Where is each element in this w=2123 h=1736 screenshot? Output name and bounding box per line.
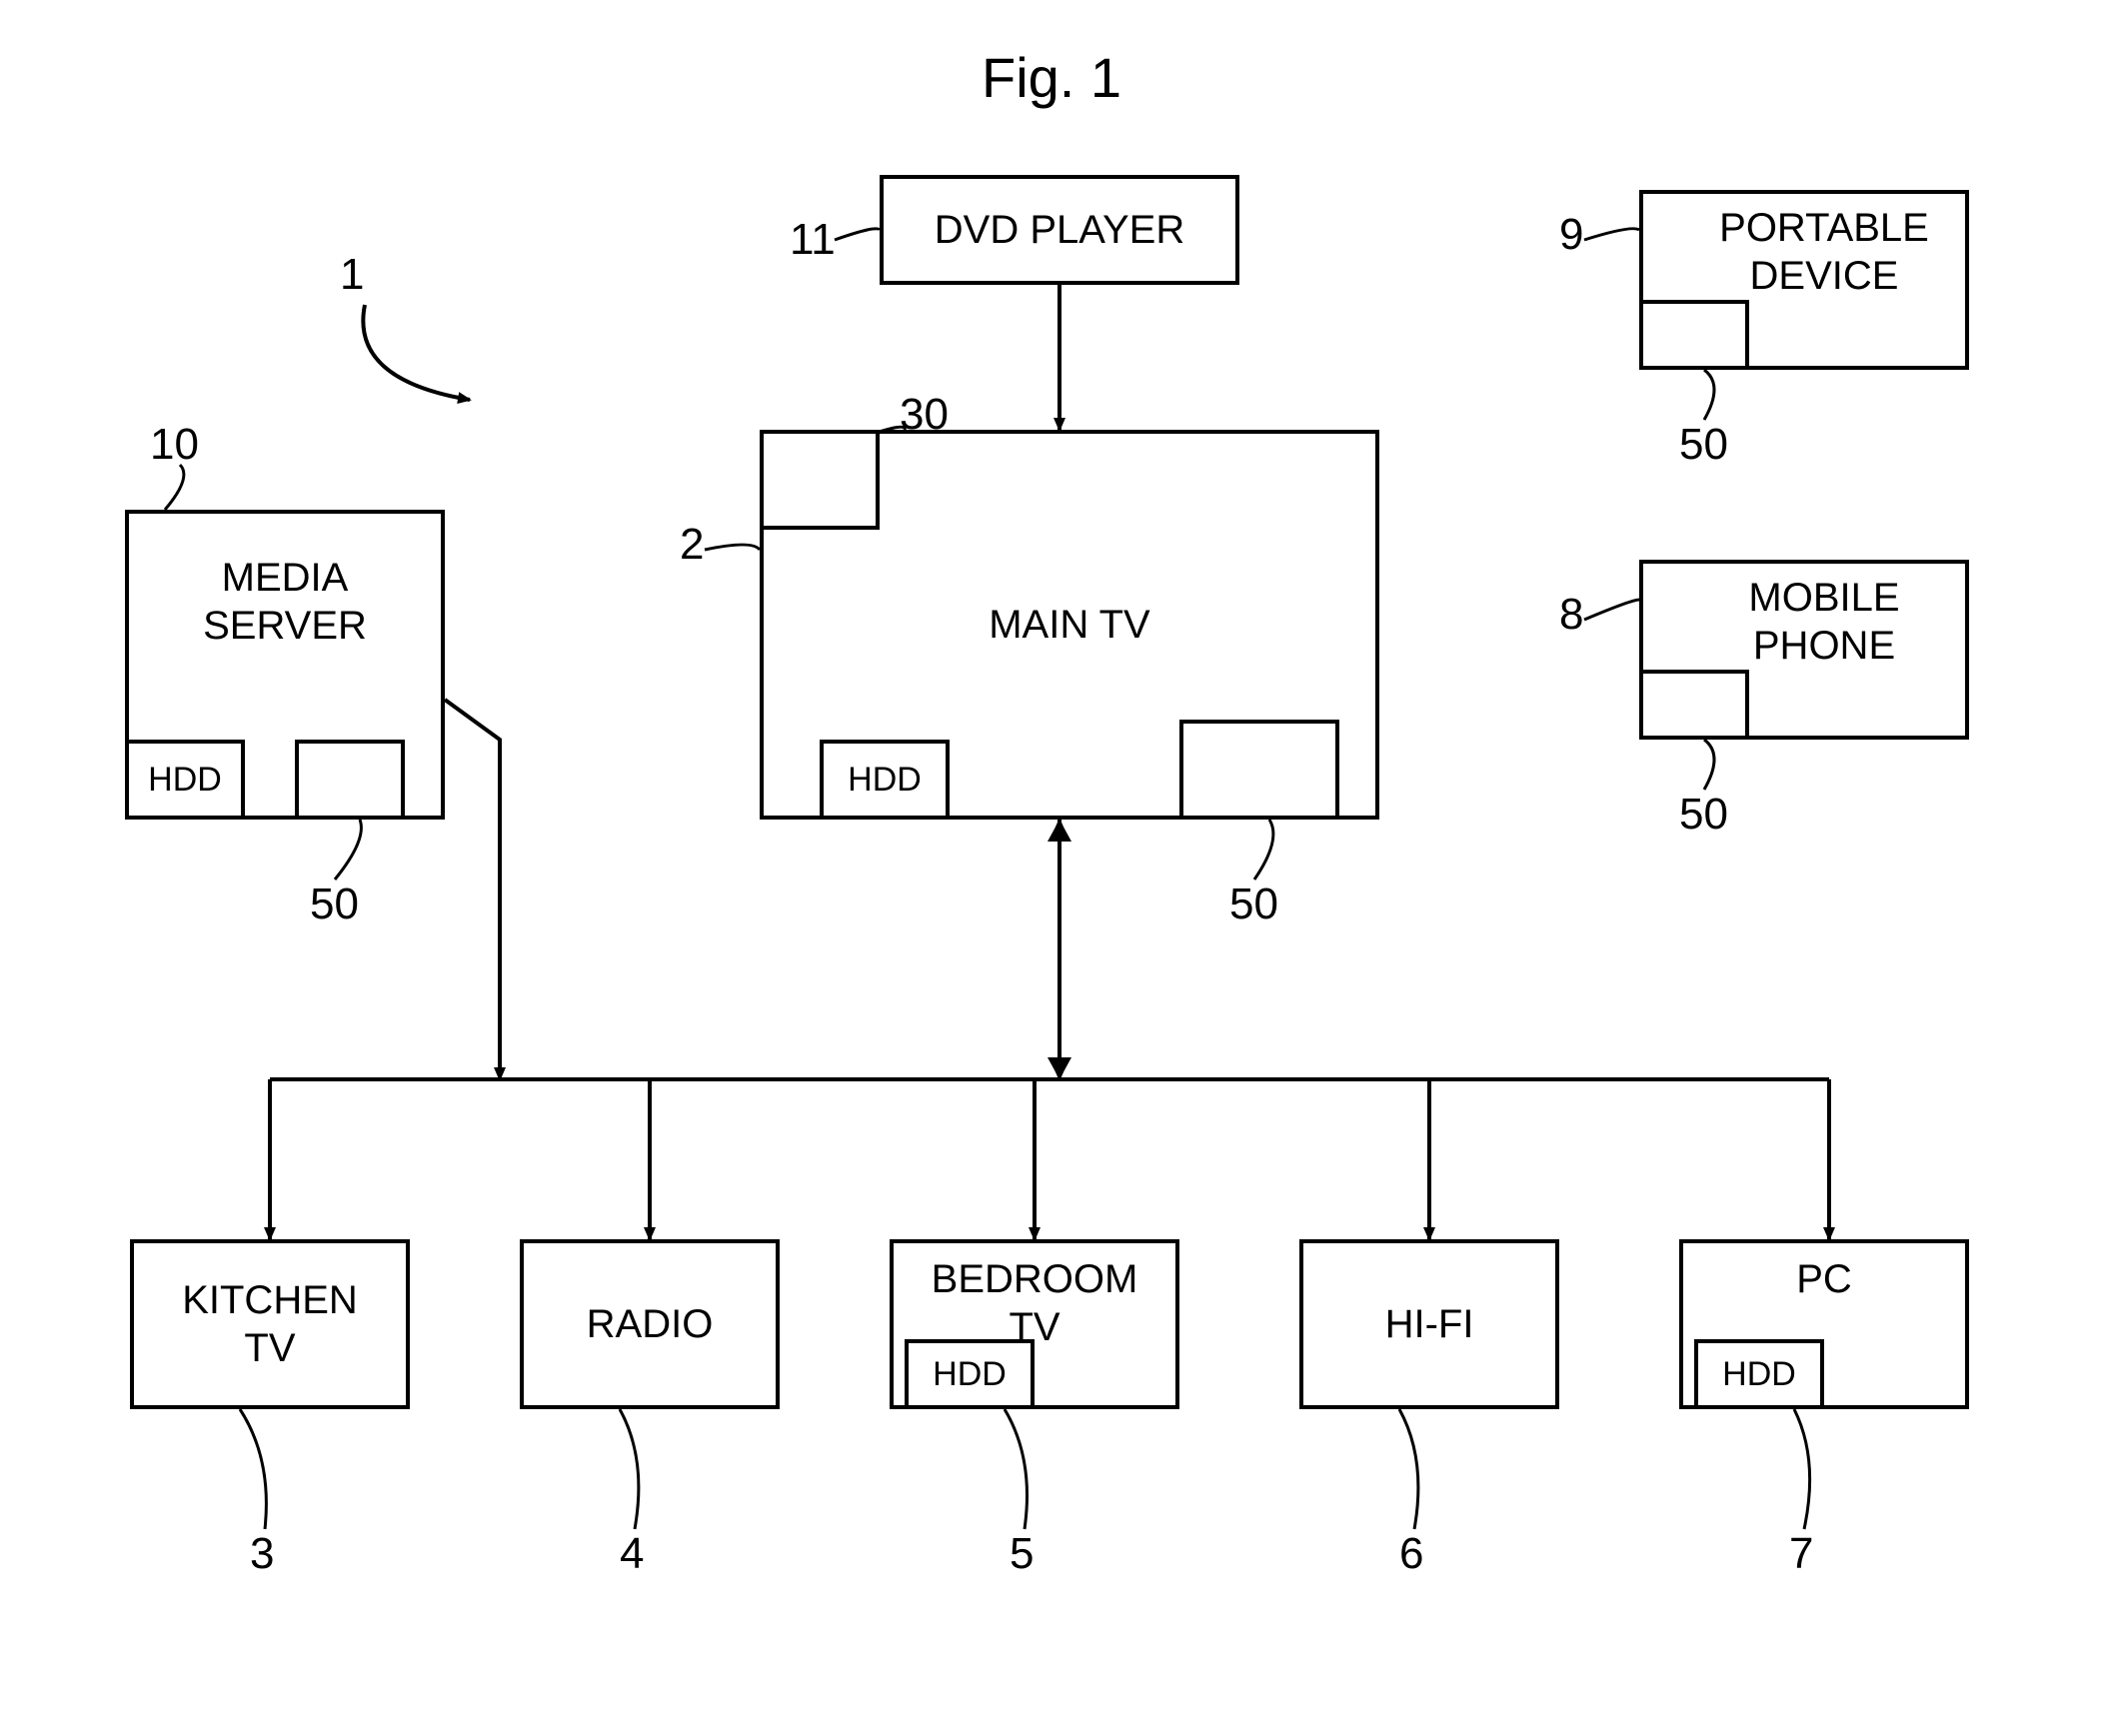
radio-box: RADIO — [520, 1239, 780, 1409]
pc-hdd: HDD — [1694, 1339, 1824, 1409]
mobile_phone-ref: 8 — [1559, 590, 1583, 640]
bedroom_tv-label: BEDROOM TV — [932, 1255, 1138, 1351]
main_tv-antenna-ref: 30 — [900, 390, 949, 440]
bedroom_tv-hdd: HDD — [905, 1339, 1035, 1409]
media_server-ref: 10 — [150, 420, 199, 470]
hifi-ref: 6 — [1399, 1529, 1423, 1579]
dvd_player-box: DVD PLAYER — [880, 175, 1239, 285]
mobile_phone-wifi-ref: 50 — [1679, 790, 1728, 840]
main_tv-hdd: HDD — [820, 740, 950, 820]
media_server-wifi-ref: 50 — [310, 879, 359, 929]
radio-label: RADIO — [587, 1300, 714, 1348]
main_tv-wifi-ref: 50 — [1229, 879, 1278, 929]
portable_device-wifi-ref: 50 — [1679, 420, 1728, 470]
portable_device-ref: 9 — [1559, 210, 1583, 260]
main_tv-antenna-box — [760, 430, 880, 530]
pc-label: PC — [1796, 1255, 1852, 1303]
dvd_player-label: DVD PLAYER — [935, 206, 1184, 254]
portable_device-label: PORTABLE DEVICE — [1719, 204, 1929, 300]
mobile_phone-wifi-box — [1639, 670, 1749, 740]
main_tv-wifi-box — [1179, 720, 1339, 820]
media_server-wifi-box — [295, 740, 405, 820]
media_server-hdd: HDD — [125, 740, 245, 820]
figure-ref-label: 1 — [340, 250, 364, 300]
bedroom_tv-ref: 5 — [1010, 1529, 1034, 1579]
figure-title: Fig. 1 — [982, 45, 1121, 110]
portable_device-wifi-box — [1639, 300, 1749, 370]
dvd_player-ref: 11 — [790, 215, 836, 265]
kitchen_tv-label: KITCHEN TV — [182, 1276, 358, 1372]
main_tv-label: MAIN TV — [989, 601, 1150, 649]
kitchen_tv-box: KITCHEN TV — [130, 1239, 410, 1409]
hifi-box: HI-FI — [1299, 1239, 1559, 1409]
kitchen_tv-ref: 3 — [250, 1529, 274, 1579]
main_tv-ref: 2 — [680, 520, 704, 570]
mobile_phone-label: MOBILE PHONE — [1748, 574, 1899, 670]
pc-ref: 7 — [1789, 1529, 1813, 1579]
radio-ref: 4 — [620, 1529, 644, 1579]
diagram-canvas: Fig. 1 1 MEDIA SERVER HDD 10 50 DVD PLAYER 11… — [0, 0, 2123, 1736]
hifi-label: HI-FI — [1385, 1300, 1474, 1348]
media_server-label: MEDIA SERVER — [203, 554, 367, 650]
